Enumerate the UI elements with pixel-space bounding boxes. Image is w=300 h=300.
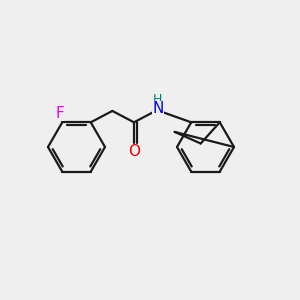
Text: O: O xyxy=(128,144,140,159)
Text: N: N xyxy=(152,101,164,116)
Text: H: H xyxy=(152,93,162,106)
Text: F: F xyxy=(56,106,64,121)
